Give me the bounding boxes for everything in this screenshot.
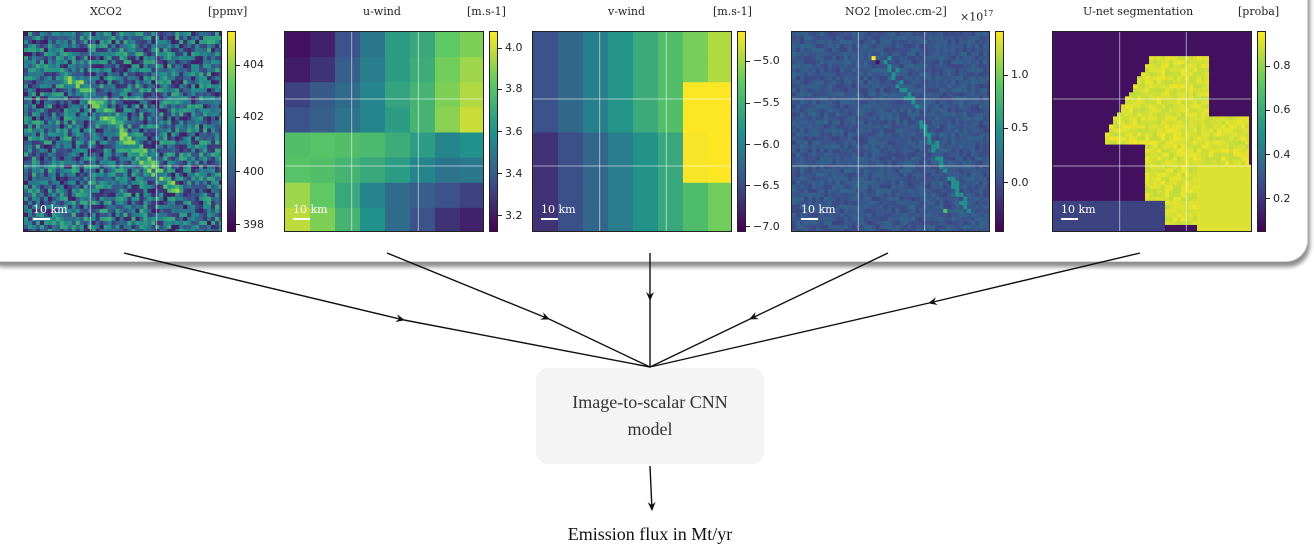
xco2-map	[23, 31, 222, 232]
arrow-output	[647, 465, 656, 511]
uwind-title: u-wind	[363, 5, 401, 18]
arrow-no2	[749, 252, 889, 320]
colorbar-tick: 0.4	[1266, 148, 1291, 161]
scale-label: 10 km	[1061, 203, 1096, 216]
vwind-colorbar	[737, 31, 746, 232]
arrow-xco2	[123, 252, 405, 323]
output-label: Emission flux in Mt/yr	[567, 524, 733, 544]
no2-map	[791, 31, 990, 232]
colorbar-tick: 0.8	[1266, 59, 1291, 72]
uwind-unit: [m.s-1]	[467, 5, 506, 18]
colorbar-tick: 0.6	[1266, 103, 1291, 116]
colorbar-tick: 4.0	[498, 41, 523, 54]
xco2-scale-bar: 10 km	[33, 203, 68, 220]
xco2-unit: [ppmv]	[208, 5, 248, 18]
scale-label: 10 km	[541, 203, 576, 216]
colorbar-tick: 402	[236, 110, 264, 123]
unet-scale-bar: 10 km	[1061, 203, 1096, 220]
colorbar-tick: 0.5	[1004, 121, 1029, 134]
colorbar-tick: 0.0	[1004, 176, 1029, 189]
colorbar-tick: 3.6	[498, 125, 523, 138]
vwind-map	[532, 31, 732, 232]
arrow-uwind	[386, 252, 550, 320]
no2-title: NO2 [molec.cm-2]	[845, 5, 947, 18]
scale-label: 10 km	[801, 203, 836, 216]
vwind-scale-bar: 10 km	[541, 203, 576, 220]
no2-scale-bar: 10 km	[801, 203, 836, 220]
colorbar-tick: 3.8	[498, 82, 523, 95]
unet-map	[1052, 31, 1252, 232]
colorbar-tick: 398	[236, 218, 264, 231]
colorbar-tick: −5.0	[746, 54, 780, 67]
unet-title: U-net segmentation	[1083, 5, 1194, 18]
uwind-scale-bar: 10 km	[293, 203, 328, 220]
no2-exponent: ×1017	[960, 9, 994, 24]
colorbar-tick: 1.0	[1004, 68, 1029, 81]
vwind-unit: [m.s-1]	[713, 5, 752, 18]
colorbar-tick: 400	[236, 165, 264, 178]
xco2-colorbar	[227, 31, 236, 232]
colorbar-tick: −6.5	[746, 179, 780, 192]
colorbar-tick: 0.2	[1266, 192, 1291, 205]
colorbar-tick: 3.4	[498, 167, 523, 180]
colorbar-tick: 404	[236, 58, 264, 71]
scale-label: 10 km	[33, 203, 68, 216]
colorbar-tick: −7.0	[746, 220, 780, 233]
arrow-unet	[928, 252, 1141, 306]
colorbar-tick: −6.0	[746, 138, 780, 151]
cnn-model-box: Image-to-scalar CNN model	[536, 368, 764, 464]
xco2-title: XCO2	[90, 5, 123, 18]
vwind-title: v-wind	[608, 5, 645, 18]
model-label: Image-to-scalar CNN model	[572, 392, 728, 439]
unet-unit: [proba]	[1238, 5, 1280, 18]
colorbar-tick: 3.2	[498, 209, 523, 222]
colorbar-tick: −5.5	[746, 96, 780, 109]
uwind-map	[284, 31, 484, 232]
scale-label: 10 km	[293, 203, 328, 216]
unet-colorbar	[1257, 31, 1266, 232]
